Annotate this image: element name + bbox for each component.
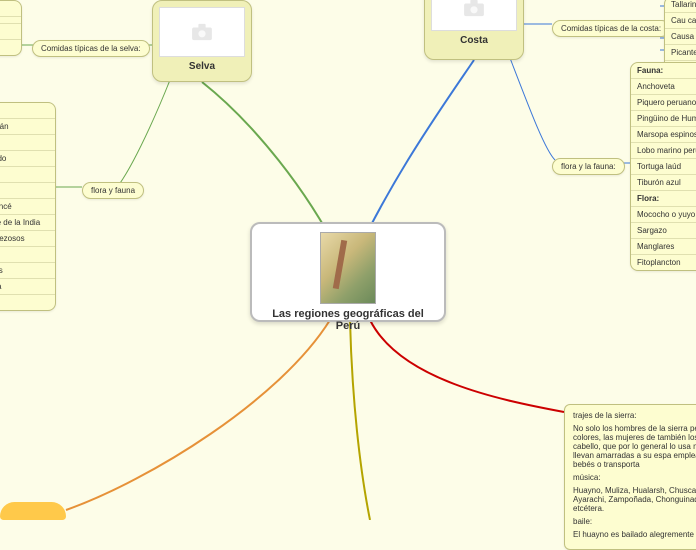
selva-top-left-panel[interactable]: o.nio. <box>0 0 22 56</box>
central-title: Las regiones geográficas del Perú <box>260 308 436 332</box>
list-item: Piquero peruano <box>631 94 696 110</box>
sierra-title: trajes de la sierra: <box>573 411 696 420</box>
list-item: o. <box>0 1 21 16</box>
list-item: aguar <box>0 134 55 150</box>
list-item: auna: <box>0 103 55 118</box>
sierra-paragraph: No solo los hombres de la sierra peruana… <box>573 424 696 469</box>
list-item: Manglares <box>631 238 696 254</box>
sierra-paragraph: Huayno, Muliza, Hualarsh, Chuscada, Huay… <box>573 486 696 513</box>
edge <box>510 58 555 160</box>
selva-image-placeholder <box>159 7 245 57</box>
list-item: himpancé <box>0 198 55 214</box>
sierra-paragraph: baile: <box>573 517 696 526</box>
peru-map-image <box>320 232 376 304</box>
list-header: Fauna: <box>631 63 696 78</box>
list-item: Mococho o yuyo <box>631 206 696 222</box>
region-selva[interactable]: Selva <box>152 0 252 82</box>
pill-comidas-costa[interactable]: Comidas típicas de la costa: <box>552 20 670 37</box>
edge <box>66 320 330 510</box>
list-item: Cau cau, <box>665 12 696 28</box>
central-node[interactable]: Las regiones geográficas del Perú <box>250 222 446 322</box>
list-item: lefante de la India <box>0 214 55 230</box>
list-item: Causa lim <box>665 28 696 44</box>
list-item: Tallarines <box>665 0 696 12</box>
sierra-paragraph: música: <box>573 473 696 482</box>
camera-icon <box>463 0 485 17</box>
costa-fauna-flora-panel[interactable]: Fauna:AnchovetaPiquero peruanoPingüino d… <box>630 62 696 271</box>
pill-flora-fauna-costa[interactable]: flora y la fauna: <box>552 158 625 175</box>
list-item: Picante d <box>665 44 696 60</box>
list-item: Anchoveta <box>631 78 696 94</box>
list-item: eopardo <box>0 150 55 166</box>
pill-comidas-selva[interactable]: Comidas típicas de la selva: <box>32 40 150 57</box>
list-item: ora: <box>0 246 55 262</box>
sierra-text-panel[interactable]: trajes de la sierra: No solo los hombres … <box>564 404 696 550</box>
list-item: apir <box>0 182 55 198</box>
list-item: rangután <box>0 118 55 134</box>
list-item: látanos <box>0 262 55 278</box>
costa-image-placeholder <box>431 0 517 31</box>
list-header: Flora: <box>631 190 696 206</box>
list-item: Tiburón azul <box>631 174 696 190</box>
list-item: Fitoplancton <box>631 254 696 270</box>
selva-fauna-flora-panel[interactable]: auna:rangutánaguareopardoirañasapirhimpa… <box>0 102 56 311</box>
costa-title: Costa <box>431 35 517 46</box>
edge <box>350 320 370 520</box>
pill-flora-fauna-selva[interactable]: flora y fauna <box>82 182 144 199</box>
list-item: almera <box>0 278 55 294</box>
list-item <box>0 16 21 23</box>
region-costa[interactable]: Costa <box>424 0 524 60</box>
list-item: ni <box>0 23 21 39</box>
list-item: Tortuga laúd <box>631 158 696 174</box>
edge <box>118 80 170 186</box>
list-item: o. <box>0 39 21 55</box>
edge <box>370 320 564 412</box>
yellow-node-partial[interactable] <box>0 502 66 520</box>
camera-icon <box>191 23 213 41</box>
list-item: Pingüino de Humbold <box>631 110 696 126</box>
list-item: uca <box>0 294 55 310</box>
sierra-paragraph: El huayno es bailado alegremente con pol… <box>573 530 696 539</box>
list-item: so perezosos <box>0 230 55 246</box>
list-item: Lobo marino peruano <box>631 142 696 158</box>
list-item: Marsopa espinosa <box>631 126 696 142</box>
list-item: irañas <box>0 166 55 182</box>
selva-title: Selva <box>159 61 245 72</box>
list-item: Sargazo <box>631 222 696 238</box>
